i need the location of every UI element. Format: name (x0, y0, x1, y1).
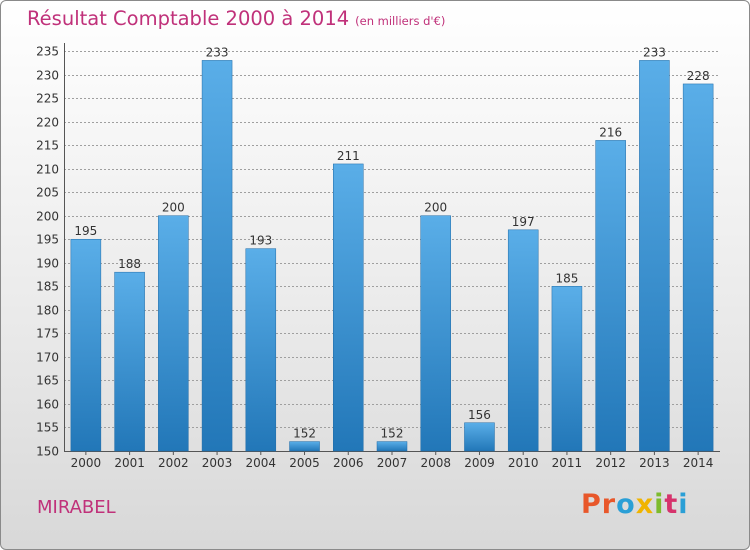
x-tick-label-2010: 2010 (508, 456, 539, 470)
y-tick-label: 170 (36, 351, 59, 365)
logo-letter: i (654, 489, 665, 520)
data-label-2008: 200 (424, 201, 447, 215)
data-label-2002: 200 (162, 201, 185, 215)
x-tick-label-2013: 2013 (639, 456, 670, 470)
x-tick-label-2014: 2014 (683, 456, 714, 470)
data-label-2000: 195 (74, 224, 97, 238)
logo-letter: P (581, 489, 602, 520)
bar-2005 (289, 441, 320, 452)
data-label-2005: 152 (293, 427, 316, 441)
data-label-2013: 233 (643, 45, 666, 59)
y-tick-label: 180 (36, 304, 59, 318)
data-label-2010: 197 (512, 215, 535, 229)
y-tick-label: 165 (36, 374, 59, 388)
logo-letter: o (616, 489, 636, 520)
logo-letter: i (678, 489, 689, 520)
x-tick-label-2003: 2003 (202, 456, 233, 470)
bar-2007 (376, 441, 408, 452)
proxiti-logo[interactable]: Proxiti (581, 489, 689, 520)
bar-2006 (333, 163, 364, 452)
x-tick-label-2004: 2004 (246, 456, 277, 470)
data-label-2012: 216 (599, 125, 622, 139)
commune-name: MIRABEL (37, 497, 116, 518)
x-tick-label-2011: 2011 (552, 456, 583, 470)
bar-2001 (114, 271, 145, 452)
bar-2014 (682, 83, 714, 452)
y-tick-label: 190 (36, 257, 59, 271)
bar-2009 (464, 422, 495, 452)
y-tick-label: 230 (36, 69, 59, 83)
bar-2008 (420, 215, 451, 452)
bars (70, 60, 714, 452)
x-tick-label-2008: 2008 (420, 456, 451, 470)
x-tick-label-2001: 2001 (114, 456, 145, 470)
y-tick-label: 200 (36, 210, 59, 224)
data-label-2014: 228 (687, 69, 710, 83)
data-label-2007: 152 (381, 427, 404, 441)
bar-2000 (70, 238, 102, 452)
bar-2003 (201, 60, 233, 452)
x-tick-label-2005: 2005 (289, 456, 320, 470)
y-tick-label: 235 (36, 45, 59, 59)
y-tick-label: 150 (36, 445, 59, 459)
chart-title: Résultat Comptable 2000 à 2014 (en millie… (27, 7, 445, 30)
bar-2012 (595, 140, 626, 452)
x-tick-label-2000: 2000 (71, 456, 102, 470)
data-labels: 195 188 200 233 193 152 211 152 200 156 197 185 216 2… (74, 45, 709, 440)
y-tick-label: 220 (36, 116, 59, 130)
y-tick-label: 155 (36, 421, 59, 435)
logo-letter: t (664, 489, 679, 520)
y-tick-label: 185 (36, 280, 59, 294)
x-tick-label-2006: 2006 (333, 456, 364, 470)
y-tick-label: 210 (36, 163, 59, 177)
logo-letter: x (635, 489, 655, 520)
y-tick-label: 195 (36, 233, 59, 247)
bar-2010 (507, 229, 539, 452)
logo-letter: r (601, 489, 617, 520)
data-label-2004: 193 (249, 234, 272, 248)
data-label-2003: 233 (206, 45, 229, 59)
x-tick-label-2007: 2007 (377, 456, 408, 470)
y-tick-label: 225 (36, 92, 59, 106)
data-label-2006: 211 (337, 149, 360, 163)
chart-title-text: Résultat Comptable 2000 à 2014 (27, 7, 350, 30)
x-tick-label-2002: 2002 (158, 456, 189, 470)
chart-subtitle: (en milliers d'€) (355, 14, 446, 28)
bar-2013 (639, 60, 670, 452)
data-label-2009: 156 (468, 408, 491, 422)
x-tick-label-2012: 2012 (595, 456, 626, 470)
bar-2002 (158, 215, 189, 452)
y-tick-label: 205 (36, 186, 59, 200)
y-tick-label: 160 (36, 398, 59, 412)
data-label-2011: 185 (555, 271, 578, 285)
x-tick-label-2009: 2009 (464, 456, 495, 470)
data-label-2001: 188 (118, 257, 141, 271)
bar-2011 (551, 286, 583, 452)
bar-2004 (245, 248, 277, 452)
axes: 150 155 160 165 170 175 180 185 190 195 200 205 210 2… (36, 43, 720, 470)
y-tick-label: 175 (36, 327, 59, 341)
y-tick-label: 215 (36, 139, 59, 153)
